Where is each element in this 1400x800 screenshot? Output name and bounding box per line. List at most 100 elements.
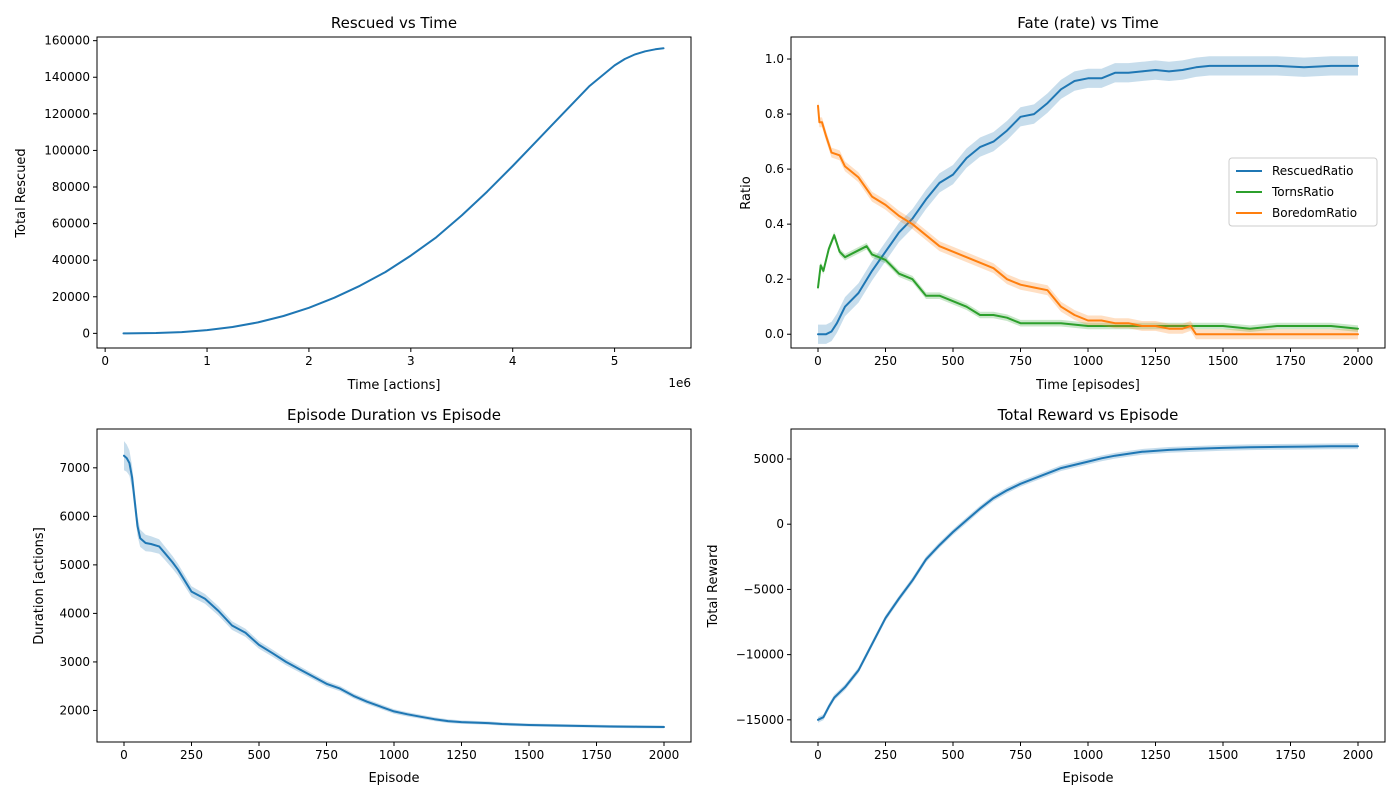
axes-frame	[96, 36, 692, 349]
y-tick-label: 160000	[44, 34, 90, 48]
chart-title: Rescued vs Time	[331, 14, 457, 32]
x-tick-label: 2000	[1343, 748, 1374, 762]
x-tick-label: 750	[1009, 354, 1032, 368]
y-tick-label: 0.2	[765, 272, 784, 286]
plot-area	[122, 47, 665, 335]
series-line-tornsratio	[817, 234, 1359, 330]
axis-ticks: 0 1 2 3 4 5 0 20000 40000 60000 80000 100000 120000 1…	[44, 34, 618, 368]
chart-panel-fate: Fate (rate) vs Time 0 250 500 750 1000 1250 15…	[739, 14, 1386, 393]
x-axis-label: Episode	[368, 771, 419, 786]
y-tick-label: −10000	[736, 648, 784, 662]
x-tick-label: 1250	[1140, 354, 1171, 368]
legend-entry-tornsratio: TornsRatio	[1271, 185, 1334, 199]
x-tick-label: 500	[942, 748, 965, 762]
y-tick-label: 0	[776, 517, 784, 531]
x-tick-label: 1750	[581, 748, 612, 762]
chart-panel-rescued: Rescued vs Time 0 1 2 3 4 5 0 20000 40000 60000 80…	[14, 14, 692, 393]
y-tick-label: 120000	[44, 107, 90, 121]
y-tick-label: 0.0	[765, 327, 784, 341]
x-tick-label: 1500	[1208, 748, 1239, 762]
series-line-duration	[123, 454, 665, 728]
x-tick-label: 250	[874, 354, 897, 368]
x-tick-label: 1000	[1073, 748, 1104, 762]
x-tick-label: 1500	[1208, 354, 1239, 368]
x-tick-label: 750	[1009, 748, 1032, 762]
y-tick-label: 5000	[59, 558, 90, 572]
y-tick-label: 0.8	[765, 107, 784, 121]
y-axis-label: Total Reward	[706, 545, 721, 629]
y-tick-label: −5000	[743, 582, 784, 596]
x-tick-label: 0	[814, 354, 822, 368]
x-tick-label: 0	[120, 748, 128, 762]
x-tick-label: 0	[814, 748, 822, 762]
chart-title: Fate (rate) vs Time	[1017, 14, 1158, 32]
y-tick-label: 5000	[753, 452, 784, 466]
plot-area	[817, 443, 1359, 723]
series-line-rescuedratio	[817, 64, 1359, 336]
x-tick-label: 1000	[1073, 354, 1104, 368]
y-tick-label: 0.6	[765, 162, 784, 176]
chart-panel-duration: Episode Duration vs Episode 0 250 500 750 10…	[32, 406, 692, 786]
x-tick-label: 1750	[1275, 748, 1306, 762]
x-tick-label: 1750	[1275, 354, 1306, 368]
x-tick-label: 3	[407, 354, 415, 368]
y-tick-label: 2000	[59, 703, 90, 717]
axis-ticks: 0 250 500 750 1000 1250 1500 1750 2000 2000 3000 40…	[59, 461, 679, 762]
series-line-reward	[817, 445, 1359, 721]
y-tick-label: 60000	[52, 217, 90, 231]
legend-entry-rescuedratio: RescuedRatio	[1272, 164, 1353, 178]
y-tick-label: 140000	[44, 70, 90, 84]
x-tick-label: 1	[203, 354, 211, 368]
y-tick-label: 0.4	[765, 217, 784, 231]
x-tick-label: 250	[874, 748, 897, 762]
series-line-boredomratio	[817, 104, 1359, 336]
x-tick-label: 4	[509, 354, 517, 368]
y-tick-label: 100000	[44, 143, 90, 157]
axis-ticks: 0 250 500 750 1000 1250 1500 1750 2000 0.0 0.2 0.4 0…	[765, 52, 1373, 368]
y-tick-label: 4000	[59, 606, 90, 620]
axes-frame	[790, 428, 1386, 743]
y-axis-label: Ratio	[739, 176, 754, 209]
x-tick-label: 0	[101, 354, 109, 368]
x-axis-label: Time [actions]	[347, 378, 441, 393]
x-tick-label: 500	[942, 354, 965, 368]
confidence-band-duration	[124, 441, 664, 729]
x-tick-label: 250	[180, 748, 203, 762]
x-tick-label: 2	[305, 354, 313, 368]
legend-entry-boredomratio: BoredomRatio	[1272, 206, 1357, 220]
x-tick-label: 1250	[1140, 748, 1171, 762]
series-line-rescued	[122, 47, 665, 335]
y-axis-label: Total Rescued	[14, 148, 29, 238]
confidence-band-reward	[818, 443, 1358, 723]
x-tick-label: 500	[248, 748, 271, 762]
x-tick-label: 2000	[1343, 354, 1374, 368]
chart-title: Total Reward vs Episode	[997, 406, 1179, 424]
x-axis-offset-label: 1e6	[668, 376, 691, 390]
y-tick-label: 3000	[59, 655, 90, 669]
y-tick-label: 1.0	[765, 52, 784, 66]
y-axis-label: Duration [actions]	[32, 527, 47, 645]
chart-title: Episode Duration vs Episode	[287, 406, 501, 424]
y-tick-label: −15000	[736, 713, 784, 727]
x-tick-label: 1500	[514, 748, 545, 762]
plot-area	[817, 56, 1359, 344]
x-tick-label: 5	[611, 354, 619, 368]
y-tick-label: 80000	[52, 180, 90, 194]
x-tick-label: 2000	[649, 748, 680, 762]
x-axis-label: Time [episodes]	[1035, 378, 1140, 393]
plot-area	[123, 441, 665, 729]
x-tick-label: 1000	[379, 748, 410, 762]
x-tick-label: 750	[315, 748, 338, 762]
y-tick-label: 6000	[59, 509, 90, 523]
legend: RescuedRatio TornsRatio BoredomRatio	[1228, 157, 1378, 227]
y-tick-label: 40000	[52, 253, 90, 267]
y-tick-label: 20000	[52, 290, 90, 304]
y-tick-label: 7000	[59, 461, 90, 475]
axis-ticks: 0 250 500 750 1000 1250 1500 1750 2000 −15000 −100…	[736, 452, 1374, 762]
x-axis-label: Episode	[1062, 771, 1113, 786]
chart-panel-reward: Total Reward vs Episode 0 250 500 750 1000 12…	[706, 406, 1386, 786]
y-tick-label: 0	[82, 326, 90, 340]
x-tick-label: 1250	[446, 748, 477, 762]
legend-box	[1228, 157, 1378, 227]
